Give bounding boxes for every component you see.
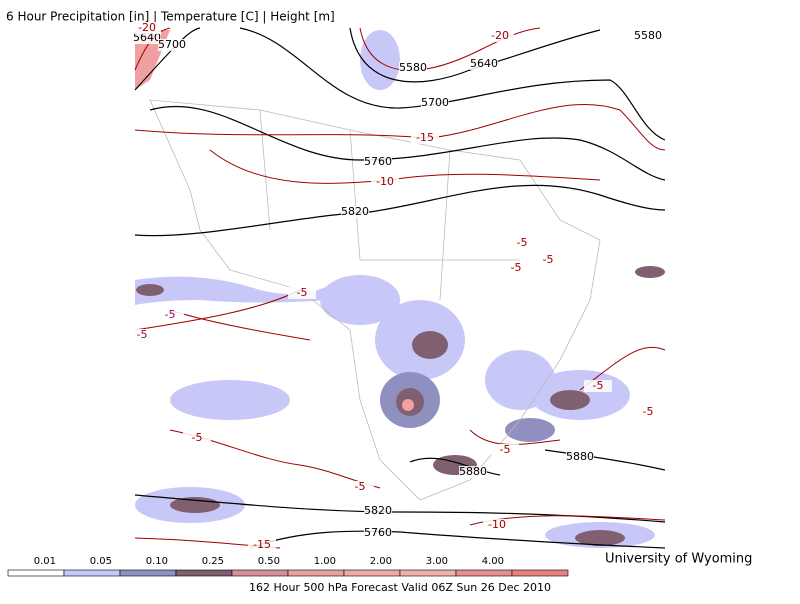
legend-swatch	[119, 569, 177, 577]
contour-label: 5880	[459, 465, 487, 478]
contour-label: -5	[593, 379, 604, 392]
label-bg	[133, 22, 161, 34]
contour-label: -5	[137, 328, 148, 341]
contour-label: 5820	[364, 504, 392, 517]
legend-label: 2.00	[370, 556, 392, 567]
label-bg	[371, 176, 399, 188]
label-bg	[248, 539, 276, 551]
legend-swatch	[511, 569, 569, 577]
contour-label: -5	[643, 405, 654, 418]
contour-label: -10	[488, 518, 506, 531]
title: 6 Hour Precipitation [in] | Temperature …	[6, 10, 335, 24]
label-bg	[534, 254, 562, 266]
footer: 162 Hour 500 hPa Forecast Valid 06Z Sun …	[249, 581, 551, 594]
label-bg	[288, 287, 316, 299]
label-bg	[584, 380, 612, 392]
legend-swatch	[399, 569, 457, 577]
label-bg	[634, 406, 662, 418]
legend-label: 0.10	[146, 556, 168, 567]
contour-label: -20	[491, 29, 509, 42]
label-bg	[470, 58, 498, 70]
legend-swatch	[231, 569, 289, 577]
contour-label: -5	[192, 431, 203, 444]
label-bg	[399, 62, 427, 74]
contour-label: 5580	[634, 29, 662, 42]
label-bg	[491, 444, 519, 456]
legend-swatch	[7, 569, 65, 577]
legend-label: 0.01	[34, 556, 56, 567]
contour-label: -5	[165, 308, 176, 321]
label-bg	[508, 237, 536, 249]
legend-swatch	[175, 569, 233, 577]
legend-swatch	[455, 569, 513, 577]
contour-label: 5820	[341, 205, 369, 218]
contour-label: 5760	[364, 155, 392, 168]
label-bg	[459, 466, 487, 478]
contour-label: -5	[500, 443, 511, 456]
label-bg	[566, 451, 594, 463]
contour-label: -5	[543, 253, 554, 266]
contour-label: 5640	[470, 57, 498, 70]
legend-label: 0.50	[258, 556, 280, 567]
label-bg	[364, 156, 392, 168]
label-bg	[128, 329, 156, 341]
contour-label: 5700	[158, 38, 186, 51]
label-bg	[364, 505, 392, 517]
legend-label: 0.25	[202, 556, 224, 567]
contour-label: -5	[511, 261, 522, 274]
precipitation	[135, 30, 665, 548]
legend-label: 3.00	[426, 556, 448, 567]
contour-label: 5580	[399, 61, 427, 74]
label-bg	[411, 132, 439, 144]
contour-label: 5880	[566, 450, 594, 463]
label-bg	[156, 309, 184, 321]
legend-swatch	[63, 569, 121, 577]
contour-label: -15	[253, 538, 271, 551]
contour-label: -20	[138, 21, 156, 34]
label-bg	[483, 519, 511, 531]
label-bg	[133, 32, 161, 44]
contour-label: -5	[517, 236, 528, 249]
label-bg	[158, 39, 186, 51]
legend-swatch	[287, 569, 345, 577]
contour-label: -5	[297, 286, 308, 299]
label-bg	[183, 432, 211, 444]
legend: 0.01 0.05 0.10 0.25 0.50 1.00 2.00 3.00 4.00	[7, 556, 569, 577]
legend-label: 0.05	[90, 556, 112, 567]
legend-label: 4.00	[482, 556, 504, 567]
label-bg	[634, 30, 662, 42]
contour-label: -15	[416, 131, 434, 144]
label-bg	[486, 30, 514, 42]
credit: University of Wyoming	[605, 552, 752, 567]
label-bg	[502, 262, 530, 274]
label-bg	[364, 527, 392, 539]
label-bg	[346, 481, 374, 493]
contour-label: 5700	[421, 96, 449, 109]
legend-label: 1.00	[314, 556, 336, 567]
label-bg	[341, 206, 369, 218]
contour-label: -5	[355, 480, 366, 493]
contour-label: 5640	[133, 31, 161, 44]
legend-swatch	[343, 569, 401, 577]
label-bg	[421, 97, 449, 109]
contour-label: -10	[376, 175, 394, 188]
contour-label: 5760	[364, 526, 392, 539]
